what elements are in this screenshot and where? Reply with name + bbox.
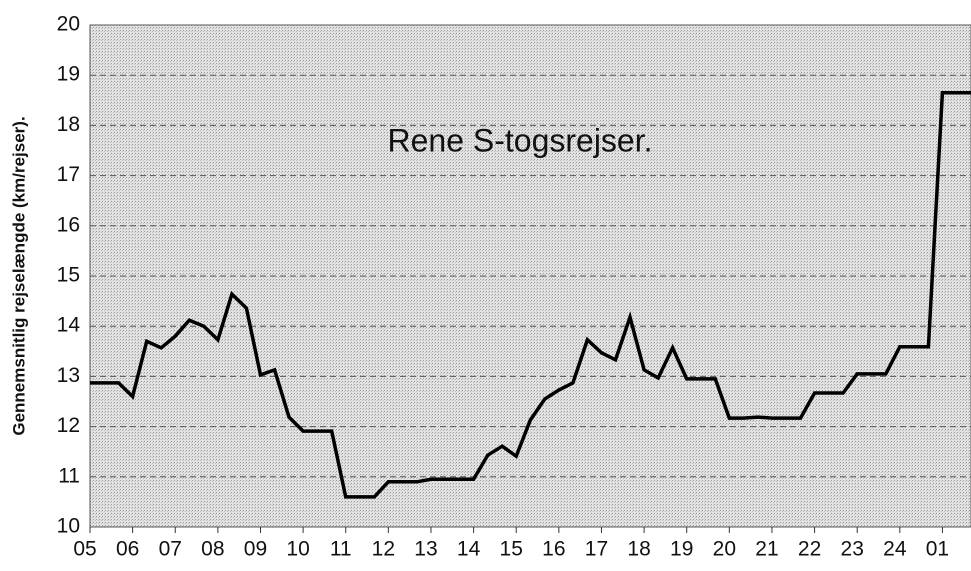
x-tick-label: 07 <box>159 538 182 561</box>
x-tick-label: 19 <box>670 538 693 561</box>
x-tick-label: 15 <box>500 538 523 561</box>
x-tick-label: 24 <box>883 538 907 561</box>
y-tick-label: 16 <box>57 213 80 236</box>
x-tick-label: 20 <box>713 538 736 561</box>
y-tick-label: 20 <box>57 13 80 36</box>
x-tick-label: 05 <box>73 538 96 561</box>
x-tick-label: 17 <box>585 538 608 561</box>
x-tick-label: 09 <box>244 538 267 561</box>
y-tick-label: 14 <box>57 314 81 337</box>
x-tick-label: 12 <box>372 538 395 561</box>
line-series <box>90 91 971 499</box>
x-tick-label: 06 <box>116 538 139 561</box>
x-tick-label: 08 <box>201 538 224 561</box>
y-tick-label: 13 <box>57 364 80 387</box>
annotation: Rene S-togsrejser. <box>387 122 652 158</box>
y-axis-label: Gennemsnitlig rejselængde (km/rejser). <box>9 116 28 435</box>
x-tick-label: 22 <box>798 538 821 561</box>
x-tick-label: 11 <box>330 538 352 561</box>
y-tick-label: 19 <box>57 63 80 86</box>
y-tick-label: 10 <box>57 515 80 538</box>
x-tick-label: 21 <box>755 538 778 561</box>
x-tick-label: 13 <box>414 538 437 561</box>
y-tick-label: 12 <box>57 414 80 437</box>
x-tick-label: 16 <box>542 538 565 561</box>
x-tick-label: 14 <box>457 538 481 561</box>
x-tick-label: 10 <box>286 538 309 561</box>
x-tick-label: 01 <box>926 538 949 561</box>
x-tick-label: 18 <box>627 538 650 561</box>
x-tick-label: 23 <box>841 538 864 561</box>
y-tick-label: 11 <box>58 464 80 487</box>
y-tick-label: 17 <box>57 163 80 186</box>
y-tick-label: 15 <box>57 264 80 287</box>
y-tick-label: 18 <box>57 113 80 136</box>
